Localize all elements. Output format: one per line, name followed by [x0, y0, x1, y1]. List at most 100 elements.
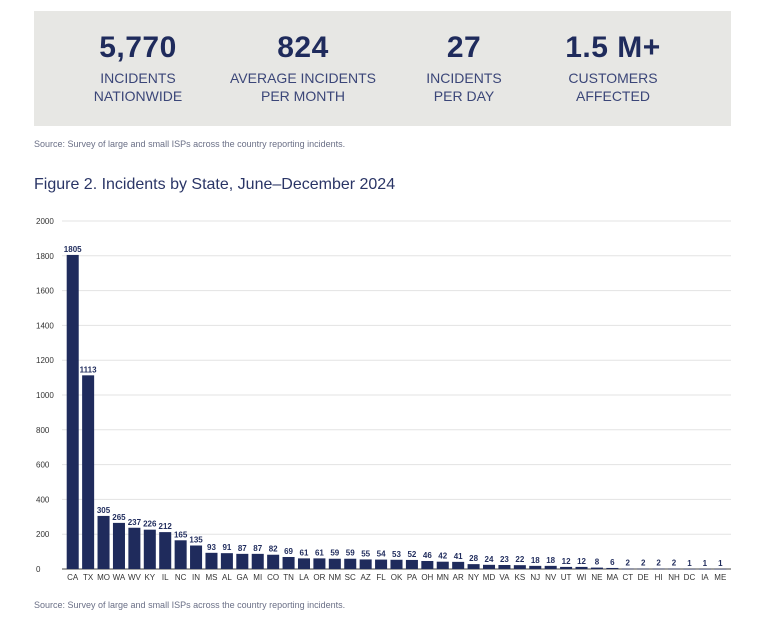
data-label: 59	[330, 549, 339, 558]
data-label: 212	[159, 522, 173, 531]
bar-dc	[683, 568, 696, 570]
bar-wv	[128, 527, 141, 569]
x-tick-label: FL	[376, 573, 386, 582]
data-label: 1805	[64, 245, 82, 254]
bar-pa	[405, 559, 418, 569]
x-tick-label: WI	[577, 573, 587, 582]
bar-fl	[375, 559, 388, 569]
data-label: 135	[189, 536, 203, 545]
y-tick-label: 1600	[36, 287, 54, 296]
x-tick-label: DE	[638, 573, 649, 582]
x-tick-label: AR	[453, 573, 464, 582]
x-tick-label: UT	[561, 573, 572, 582]
data-label: 305	[97, 506, 111, 515]
bar-tx	[82, 375, 95, 569]
bar-ne	[590, 567, 603, 569]
data-label: 2	[656, 559, 661, 568]
data-label: 87	[238, 544, 247, 553]
stat-label-line: INCIDENTS	[426, 70, 502, 86]
data-label: 8	[595, 558, 600, 567]
y-tick-label: 400	[36, 495, 50, 504]
bar-ga	[236, 553, 249, 569]
data-label: 6	[610, 558, 615, 567]
bar-ny	[467, 564, 480, 569]
source-note-bottom: Source: Survey of large and small ISPs a…	[34, 600, 346, 610]
x-tick-label: ME	[714, 573, 726, 582]
bar-de	[637, 568, 650, 570]
stat-label-line: AFFECTED	[576, 88, 650, 104]
bar-or	[313, 558, 326, 569]
bar-ma	[606, 567, 619, 569]
data-label: 53	[392, 550, 401, 559]
x-tick-label: TX	[83, 573, 94, 582]
y-tick-label: 200	[36, 530, 50, 539]
x-tick-label: CT	[622, 573, 633, 582]
bar-hi	[652, 568, 665, 570]
bar-ky	[143, 529, 156, 569]
y-tick-label: 600	[36, 461, 50, 470]
x-tick-label: CO	[267, 573, 279, 582]
x-tick-label: AL	[222, 573, 232, 582]
bar-wa	[112, 522, 125, 569]
x-tick-label: CA	[67, 573, 79, 582]
stat-label-line: CUSTOMERS	[568, 70, 658, 86]
stat-value: 1.5 M+	[565, 31, 661, 64]
x-tick-label: GA	[237, 573, 249, 582]
data-label: 82	[269, 545, 278, 554]
x-tick-label: OK	[391, 573, 403, 582]
stat-value: 824	[277, 31, 329, 64]
x-tick-label: IL	[162, 573, 169, 582]
bar-nh	[668, 568, 681, 570]
data-label: 2	[641, 559, 646, 568]
bar-wi	[575, 566, 588, 569]
x-tick-label: NC	[175, 573, 187, 582]
x-tick-label: DC	[684, 573, 696, 582]
bar-in	[190, 545, 203, 569]
data-label: 18	[531, 556, 540, 565]
data-label: 42	[438, 552, 447, 561]
data-label: 2	[672, 559, 677, 568]
x-tick-label: IN	[192, 573, 200, 582]
x-tick-label: NJ	[530, 573, 540, 582]
stat-label-line: PER MONTH	[261, 88, 345, 104]
bar-ca	[66, 254, 79, 569]
x-tick-label: MN	[437, 573, 450, 582]
y-tick-label: 1200	[36, 356, 54, 365]
x-tick-label: WA	[113, 573, 126, 582]
x-tick-label: NY	[468, 573, 480, 582]
x-tick-label: NM	[329, 573, 342, 582]
data-label: 226	[143, 520, 157, 529]
x-tick-label: SC	[345, 573, 356, 582]
x-tick-label: VA	[499, 573, 510, 582]
x-tick-label: MO	[97, 573, 110, 582]
y-tick-label: 1800	[36, 252, 54, 261]
x-tick-label: KY	[144, 573, 155, 582]
data-label: 54	[377, 550, 386, 559]
stat-label-line: INCIDENTS	[100, 70, 176, 86]
x-tick-label: PA	[407, 573, 418, 582]
bar-nc	[174, 540, 187, 569]
data-label: 12	[562, 557, 571, 566]
data-label: 2	[626, 559, 631, 568]
data-label: 55	[361, 549, 370, 558]
bar-ok	[390, 559, 403, 569]
bar-mo	[97, 515, 110, 569]
bar-oh	[421, 560, 434, 569]
stat-incidents-per-day: 27 INCIDENTS PER DAY	[379, 31, 549, 105]
stat-average-per-month: 824 AVERAGE INCIDENTS PER MONTH	[218, 31, 388, 105]
x-tick-label: NV	[545, 573, 557, 582]
x-tick-label: MA	[606, 573, 619, 582]
stat-label: INCIDENTS PER DAY	[379, 69, 549, 105]
bar-az	[359, 559, 372, 569]
x-tick-label: IA	[701, 573, 709, 582]
bar-il	[159, 532, 172, 569]
stat-customers-affected: 1.5 M+ CUSTOMERS AFFECTED	[528, 31, 698, 105]
stat-value: 27	[446, 31, 482, 64]
data-label: 1113	[80, 365, 97, 374]
x-tick-label: MI	[253, 573, 262, 582]
bar-chart: 0 200 400 600 800 1000 1200 1400 1600 1800 2000 180…	[36, 217, 731, 582]
bar-ms	[205, 552, 218, 569]
data-label: 52	[407, 550, 416, 559]
stat-incidents-nationwide: 5,770 INCIDENTS NATIONWIDE	[53, 31, 223, 105]
bar-tn	[282, 556, 295, 569]
